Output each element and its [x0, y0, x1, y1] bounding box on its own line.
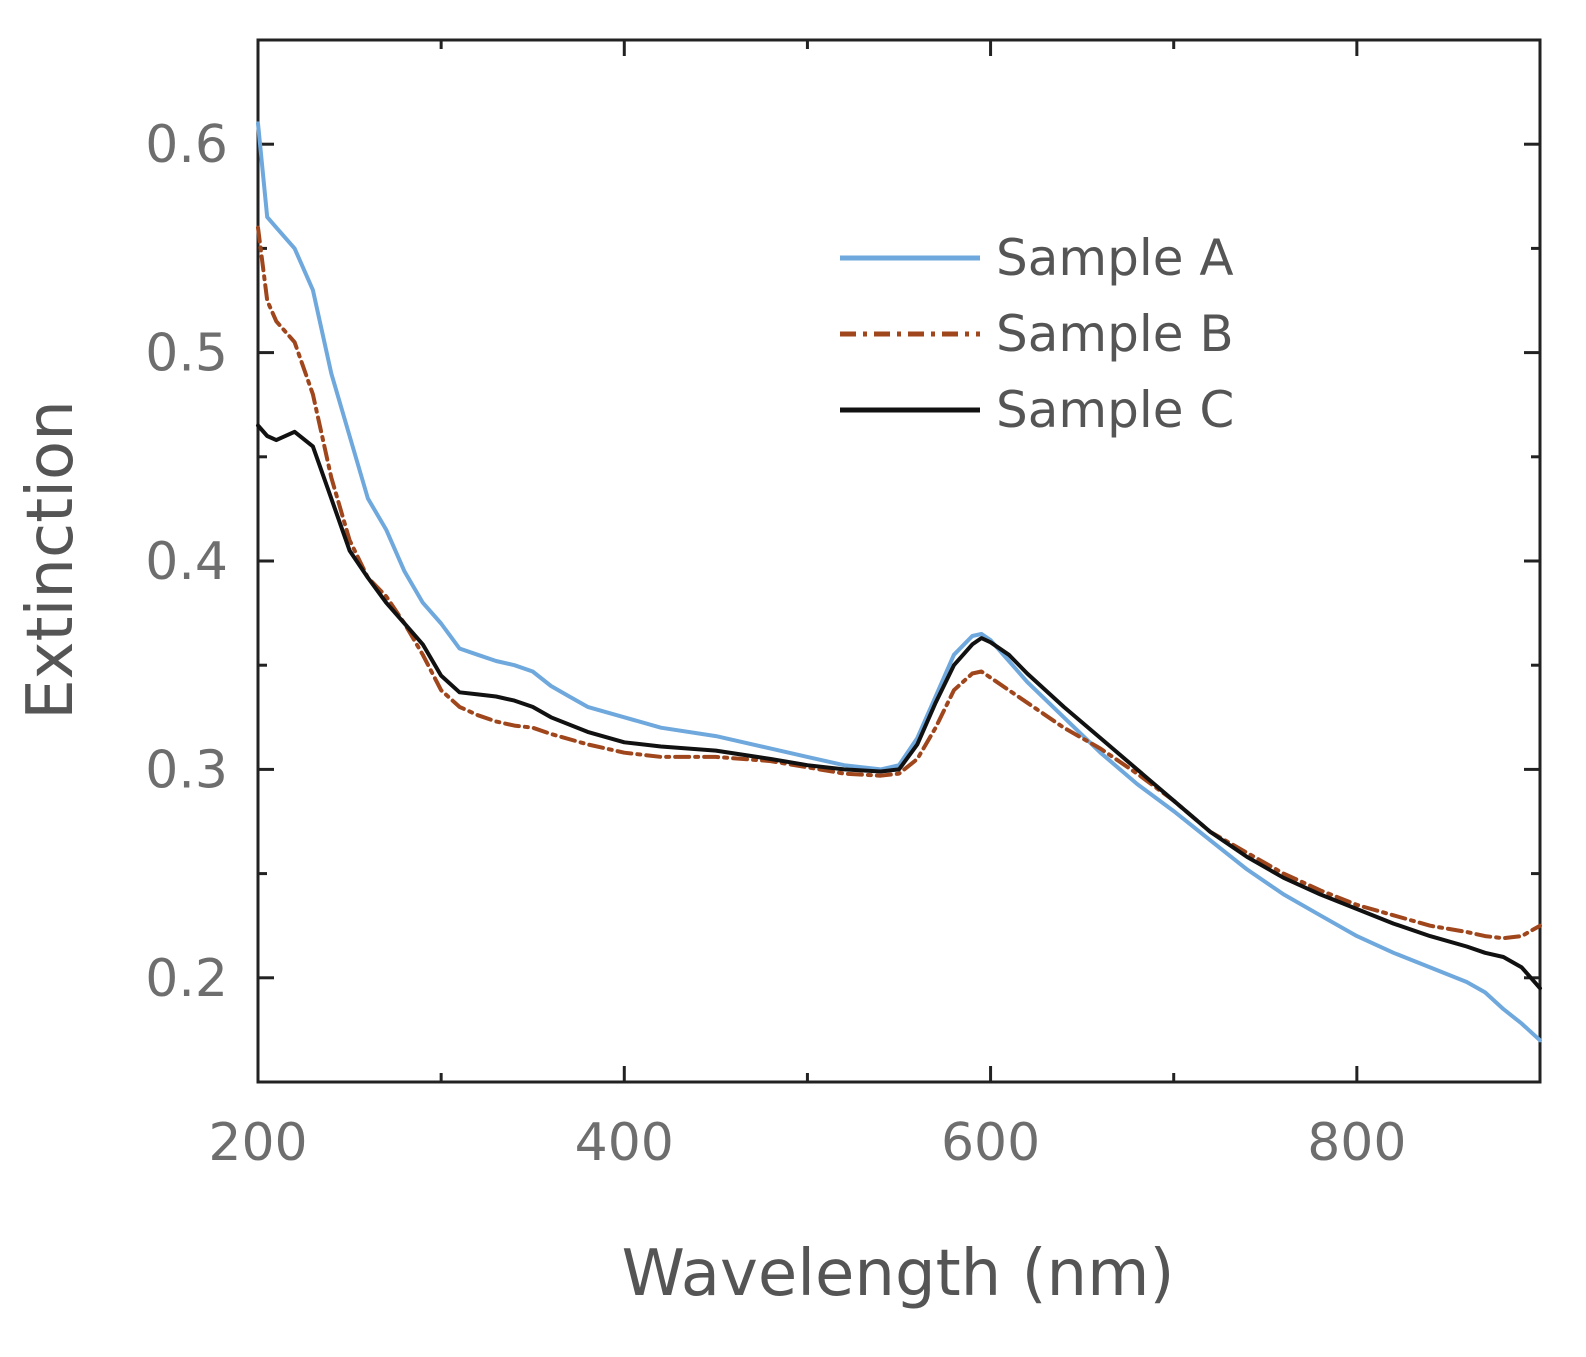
- plot-frame: [256, 38, 1542, 1084]
- x-axis-title: Wavelength (nm): [622, 1237, 1175, 1311]
- x-tick-label: 800: [1307, 1113, 1406, 1173]
- legend-label: Sample C: [996, 381, 1234, 439]
- series-line-sample-a: [256, 121, 1542, 1043]
- y-tick-label: 0.6: [145, 115, 228, 175]
- axis-ticks: [256, 40, 1540, 1082]
- legend-label: Sample B: [996, 305, 1234, 363]
- legend: Sample A Sample B Sample C: [840, 229, 1234, 439]
- series-line-sample-c: [256, 423, 1542, 991]
- y-tick-label: 0.2: [145, 949, 228, 1009]
- y-tick-label: 0.4: [145, 532, 228, 592]
- y-tick-label: 0.5: [145, 324, 228, 384]
- series-layer: [256, 121, 1542, 1043]
- x-tick-label: 600: [941, 1113, 1040, 1173]
- x-tick-label: 400: [575, 1113, 674, 1173]
- tick-labels: 200 400 600 800 0.2 0.3 0.4 0.5 0.6: [145, 115, 1406, 1173]
- legend-label: Sample A: [996, 229, 1234, 287]
- y-axis-title: Extinction: [14, 400, 88, 720]
- y-tick-label: 0.3: [145, 740, 228, 800]
- x-tick-label: 200: [208, 1113, 307, 1173]
- series-line-sample-b: [256, 225, 1542, 941]
